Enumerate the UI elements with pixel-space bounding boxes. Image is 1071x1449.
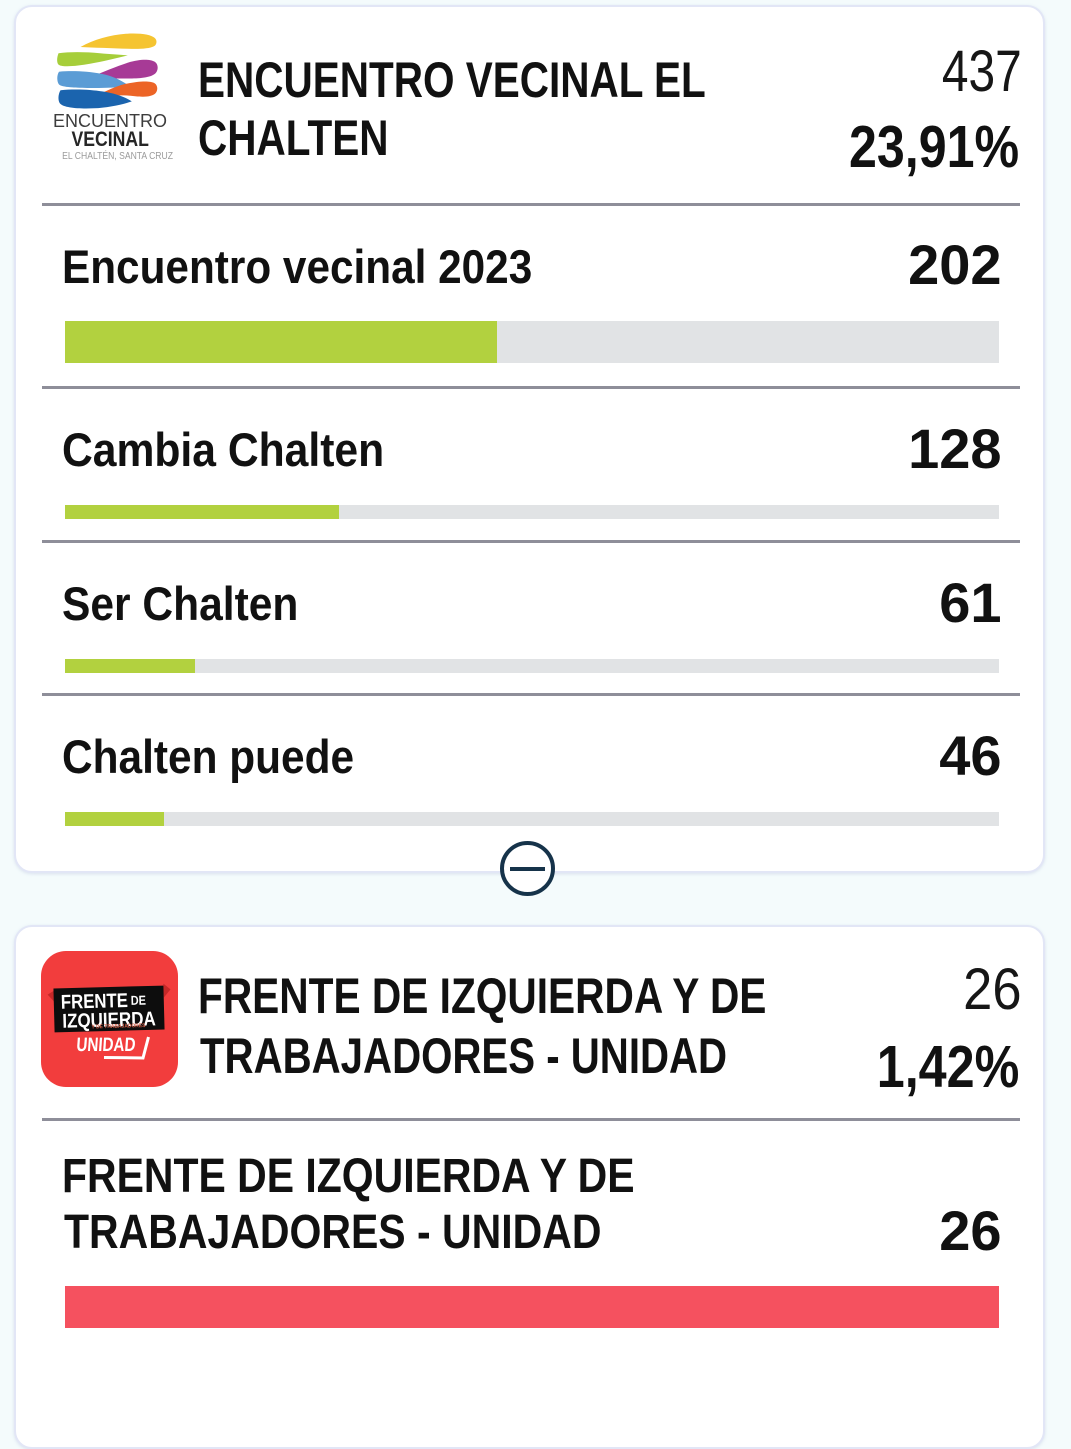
svg-text:FRENTE: FRENTE <box>60 989 128 1013</box>
svg-text:UNIDAD: UNIDAD <box>76 1033 137 1055</box>
svg-text:Y DE TRABAJADORES: Y DE TRABAJADORES <box>91 1023 146 1031</box>
svg-text:DE: DE <box>131 993 147 1009</box>
svg-text:IZQUIERDA: IZQUIERDA <box>62 1007 156 1032</box>
